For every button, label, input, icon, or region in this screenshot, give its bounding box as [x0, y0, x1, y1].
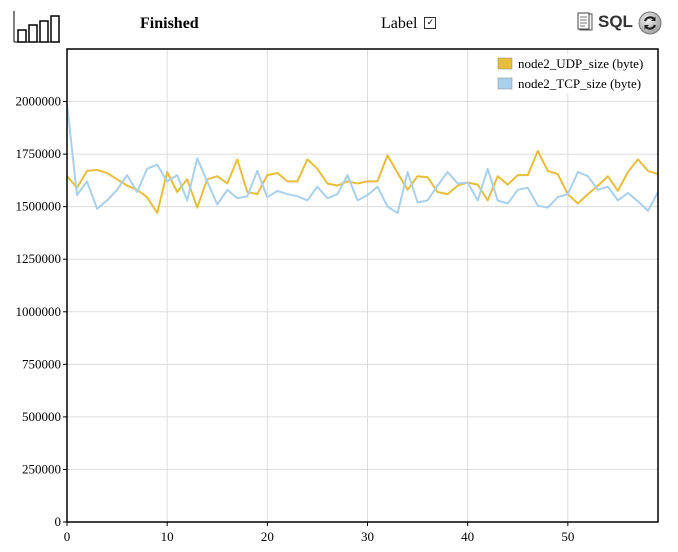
y-tick-label: 1000000 [16, 304, 62, 319]
sql-button-label: SQL [598, 12, 633, 31]
plot-frame [66, 48, 659, 523]
legend-swatch [497, 57, 513, 70]
sql-button[interactable]: SQL [577, 12, 633, 32]
x-tick-label: 0 [64, 529, 71, 544]
y-tick-label: 0 [55, 514, 62, 529]
document-icon [577, 12, 593, 31]
x-tick-label: 30 [361, 529, 374, 544]
series-line-tcp [66, 103, 659, 214]
legend-label: node2_UDP_size (byte) [518, 56, 643, 71]
plot-border [66, 48, 659, 523]
legend-box [494, 54, 654, 94]
x-tick-label: 10 [161, 529, 174, 544]
y-tick-label: 1250000 [16, 251, 62, 266]
legend: node2_UDP_size (byte) node2_TCP_size (byt… [494, 54, 654, 94]
y-tick-label: 750000 [22, 356, 61, 371]
x-axis-ticks: 0 10 20 30 40 50 [64, 522, 574, 544]
refresh-icon[interactable] [638, 11, 662, 35]
label-toggle-text: Label [381, 15, 418, 32]
bar-chart-logo-icon [13, 11, 60, 43]
label-checkbox[interactable]: ✓ [424, 17, 437, 29]
y-axis-ticks: 0 250000 500000 750000 1000000 1250000 1500000… [16, 94, 67, 529]
toolbar: Finished Label ✓ SQL [0, 0, 678, 46]
y-tick-label: 1500000 [16, 199, 62, 214]
y-tick-label: 1750000 [16, 146, 62, 161]
grid [67, 49, 658, 522]
series-lines [66, 103, 659, 214]
x-tick-label: 40 [461, 529, 474, 544]
label-toggle[interactable]: Label ✓ [381, 15, 437, 33]
legend-swatch [497, 77, 513, 90]
y-tick-label: 2000000 [16, 94, 62, 109]
y-tick-label: 500000 [22, 409, 61, 424]
series-line-udp [66, 150, 659, 214]
x-tick-label: 50 [561, 529, 574, 544]
line-chart: 0 250000 500000 750000 1000000 1250000 1500000… [16, 48, 659, 544]
x-tick-label: 20 [261, 529, 274, 544]
y-tick-label: 250000 [22, 461, 61, 476]
legend-label: node2_TCP_size (byte) [518, 76, 641, 91]
status-text: Finished [140, 15, 199, 32]
